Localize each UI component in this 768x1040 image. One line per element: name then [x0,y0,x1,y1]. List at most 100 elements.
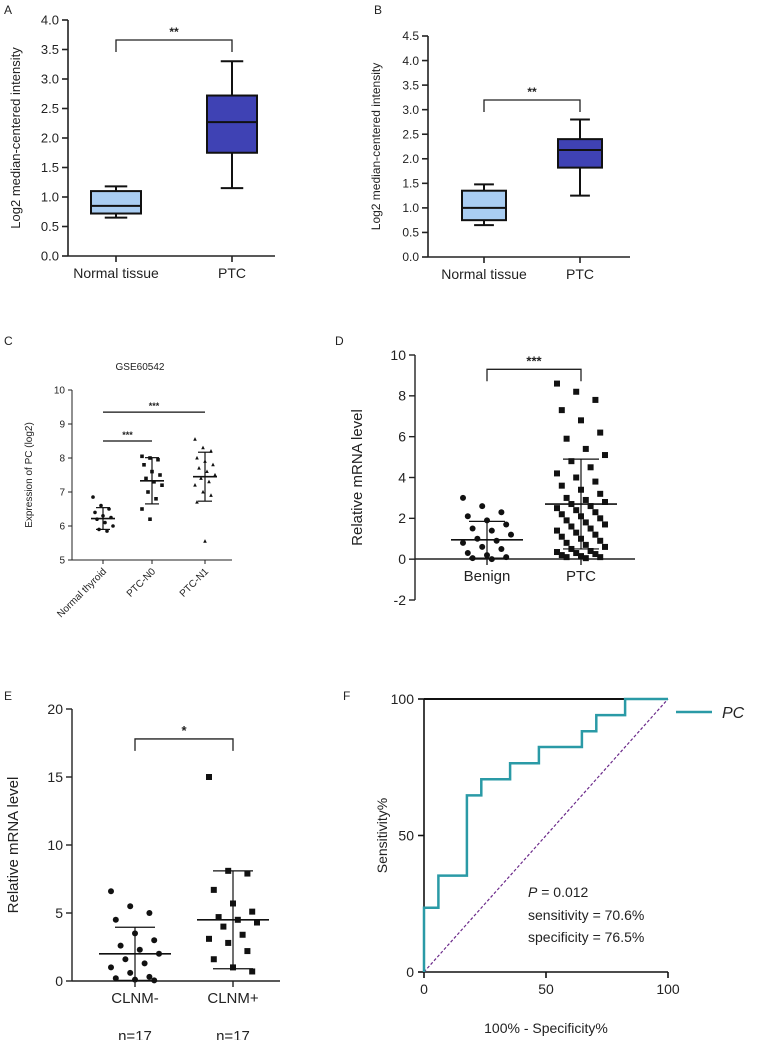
data-point [597,429,604,436]
y-tick-label: 4.5 [402,29,419,43]
y-axis-label: Log2 median-centered intensity [8,47,23,229]
data-point [554,380,560,387]
reference-diagonal [423,698,669,973]
data-point [93,510,97,515]
data-point [554,505,560,512]
x-category-label: PTC [566,568,596,585]
y-tick-label: 0.5 [41,219,59,234]
y-tick-label: 0 [406,964,414,980]
data-point [558,407,565,414]
data-point [210,886,217,893]
data-point [142,463,146,467]
data-point [602,521,608,528]
y-tick-label: 8 [59,454,65,465]
y-tick-label: 2.5 [41,101,59,116]
p-symbol: P [528,884,538,900]
data-point [136,946,143,953]
panel-letter-a: A [4,3,12,17]
data-point [108,888,114,895]
x-tick-label: 50 [538,981,554,997]
sensitivity-annotation: sensitivity = 70.6% [528,907,644,923]
data-point [573,550,580,557]
data-point [573,474,580,481]
x-category-label: CLNM- [111,990,159,1007]
data-point [249,968,256,975]
y-tick-label: 10 [54,386,66,397]
data-point [154,497,158,501]
data-point [152,480,156,484]
y-tick-label: 6 [398,429,406,445]
y-tick-label: 2.0 [402,152,419,166]
data-point [554,549,560,556]
data-point [488,527,495,534]
data-point [206,935,212,942]
y-tick-label: 5 [59,556,65,567]
panel-letter-c: C [4,334,13,348]
x-category-label: PTC [218,265,246,281]
data-point [582,541,589,548]
data-point [578,553,584,560]
x-category-label: PTC-N0 [125,566,159,600]
y-tick-label: 1.0 [402,201,419,215]
data-point [558,482,565,489]
data-point [146,490,150,494]
data-point [460,494,466,501]
group-n-label: n=17 [216,1028,250,1040]
y-tick-label: 8 [398,388,406,404]
data-point [587,525,594,532]
data-point [479,503,486,510]
box-ptc [557,138,603,169]
data-point [493,537,500,544]
data-point [592,478,599,485]
y-axis-label: Relative mRNA level [5,777,22,914]
y-tick-label: 20 [47,701,63,717]
data-point [573,529,580,536]
y-tick-label: 0 [398,551,406,567]
data-point [602,452,608,459]
box-normal [90,190,142,215]
data-point [209,493,213,497]
data-point [563,494,570,501]
y-tick-label: 10 [390,347,406,363]
specificity-annotation: specificity = 76.5% [528,929,644,945]
panel-f: F 0 50 100 0 50 100 100% - Specificity% Sensiti… [343,689,745,1036]
data-point [127,969,134,976]
x-tick-label: 100 [656,981,680,997]
data-point [464,550,471,557]
data-point [244,870,251,877]
data-point [156,457,160,462]
significance-bracket [483,99,581,112]
data-point [244,948,251,955]
y-tick-label: 2.0 [41,131,59,146]
data-point [193,437,197,441]
data-point [105,529,109,533]
y-tick-label: 5 [55,905,63,921]
y-tick-label: 0 [55,973,63,989]
data-point [91,495,95,499]
x-axis-label: 100% - Specificity% [484,1020,608,1036]
box-normal [461,189,507,222]
data-point [498,545,505,552]
y-tick-label: 50 [398,828,414,844]
significance-label: *** [149,401,160,411]
chart-title: GSE60542 [116,362,165,373]
y-tick-label: 0.5 [402,226,419,240]
p-value-annotation: P = 0.012 [528,884,589,900]
data-point [201,445,205,450]
y-tick-label: 4.0 [402,54,419,68]
group-n-label: n=17 [118,1028,152,1040]
data-point [460,539,466,546]
y-tick-label: 7 [59,488,65,499]
y-tick-label: 100 [391,691,415,707]
significance-bracket [115,39,233,52]
data-point [254,919,260,926]
legend-label: PC [722,705,745,722]
y-axis-label: Log2 median-centered intensity [369,63,383,230]
data-point [592,531,599,538]
data-point [587,464,594,471]
roc-curve-line [422,697,668,972]
data-point [99,503,103,508]
y-tick-label: 4.0 [41,13,59,28]
data-point [503,521,510,528]
